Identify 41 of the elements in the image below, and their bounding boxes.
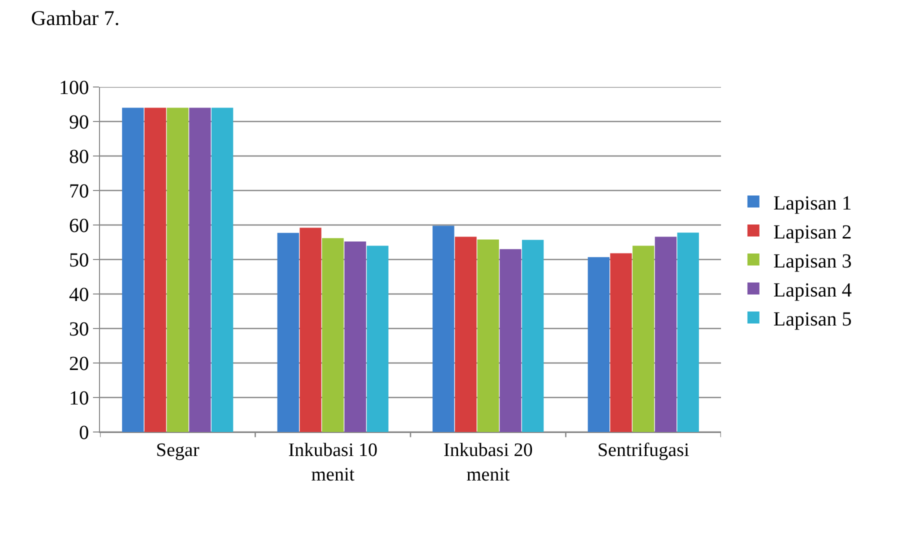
bar (166, 108, 188, 432)
legend-label: Lapisan 2 (773, 221, 852, 244)
bar (322, 238, 344, 432)
y-tick-label: 50 (69, 250, 89, 272)
x-tick-label: Inkubasi 20 menit (444, 440, 533, 486)
bar (454, 236, 477, 432)
x-tick-label: Inkubasi 10 menit (288, 440, 378, 486)
legend-label: Lapisan 4 (773, 279, 852, 302)
y-tick-label: 20 (69, 353, 89, 375)
bar (677, 232, 699, 432)
bar (366, 246, 388, 432)
bar (344, 242, 366, 432)
bar (144, 108, 166, 432)
y-tick-label: 70 (69, 180, 89, 202)
y-tick-label: 0 (79, 422, 89, 444)
y-tick-label: 100 (59, 77, 89, 99)
bar (632, 246, 654, 432)
y-tick-label: 60 (69, 215, 89, 237)
bar (122, 108, 144, 432)
bar (654, 236, 677, 432)
bar (610, 253, 632, 432)
y-tick-label: 90 (69, 112, 89, 134)
x-tick-label: Sentrifugasi (597, 440, 690, 461)
bar (300, 228, 322, 432)
bar (588, 257, 610, 432)
bar (189, 108, 211, 432)
bar (522, 240, 544, 432)
x-tick-label: Segar (156, 440, 200, 461)
legend-label: Lapisan 1 (773, 192, 852, 214)
bar (477, 239, 499, 432)
y-tick-label: 80 (69, 146, 89, 168)
bar (432, 226, 454, 432)
y-tick-label: 10 (69, 388, 89, 410)
text: Gambar 7. (31, 6, 120, 30)
bar (277, 232, 300, 432)
bar (211, 108, 234, 432)
y-tick-label: 30 (69, 318, 89, 340)
legend-label: Lapisan 5 (773, 308, 852, 330)
bar (500, 249, 522, 432)
y-tick-label: 40 (69, 284, 89, 306)
legend-label: Lapisan 3 (773, 250, 852, 272)
